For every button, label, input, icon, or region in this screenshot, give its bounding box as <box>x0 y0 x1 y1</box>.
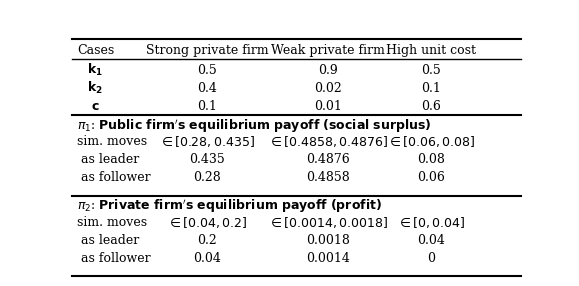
Text: as follower: as follower <box>77 252 151 265</box>
Text: $\in [0, 0.04]$: $\in [0, 0.04]$ <box>397 214 466 229</box>
Text: 0.4876: 0.4876 <box>306 153 350 166</box>
Text: 0.02: 0.02 <box>314 82 342 95</box>
Text: $\in [0.0014, 0.0018]$: $\in [0.0014, 0.0018]$ <box>268 214 389 229</box>
Text: $\in [0.06, 0.08]$: $\in [0.06, 0.08]$ <box>387 134 475 149</box>
Text: 0.0018: 0.0018 <box>306 234 350 247</box>
Text: 0.08: 0.08 <box>417 153 445 166</box>
Text: 0.28: 0.28 <box>193 171 221 184</box>
Text: as leader: as leader <box>77 234 139 247</box>
Text: 0: 0 <box>427 252 435 265</box>
Text: 0.1: 0.1 <box>422 82 441 95</box>
Text: $\mathbf{k_1}$: $\mathbf{k_1}$ <box>87 62 103 78</box>
Text: 0.01: 0.01 <box>314 100 342 113</box>
Text: 0.04: 0.04 <box>417 234 445 247</box>
Text: sim. moves: sim. moves <box>77 216 147 229</box>
Text: $\in [0.4858, 0.4876]$: $\in [0.4858, 0.4876]$ <box>268 134 389 149</box>
Text: 0.9: 0.9 <box>318 64 338 77</box>
Text: $\in [0.28, 0.435]$: $\in [0.28, 0.435]$ <box>159 134 255 149</box>
Text: 0.5: 0.5 <box>197 64 217 77</box>
Text: 0.1: 0.1 <box>197 100 217 113</box>
Text: $\in [0.04, 0.2]$: $\in [0.04, 0.2]$ <box>167 214 247 229</box>
Text: 0.2: 0.2 <box>197 234 217 247</box>
Text: $\pi_2$: $\mathbf{Private\ firm's\ equilibrium\ payoff\ (profit)}$: $\pi_2$: $\mathbf{Private\ firm's\ equil… <box>77 198 382 215</box>
Text: as follower: as follower <box>77 171 151 184</box>
Text: as leader: as leader <box>77 153 139 166</box>
Text: Strong private firm: Strong private firm <box>146 44 268 57</box>
Text: 0.06: 0.06 <box>417 171 445 184</box>
Text: Cases: Cases <box>77 44 114 57</box>
Text: $\mathbf{c}$: $\mathbf{c}$ <box>90 100 99 113</box>
Text: 0.4858: 0.4858 <box>306 171 350 184</box>
Text: sim. moves: sim. moves <box>77 135 147 148</box>
Text: High unit cost: High unit cost <box>386 44 477 57</box>
Text: 0.435: 0.435 <box>189 153 225 166</box>
Text: 0.6: 0.6 <box>422 100 441 113</box>
Text: Weak private firm: Weak private firm <box>271 44 385 57</box>
Text: 0.4: 0.4 <box>197 82 217 95</box>
Text: $\pi_1$: $\mathbf{Public\ firm's\ equilibrium\ payoff\ (social\ surplus)}$: $\pi_1$: $\mathbf{Public\ firm's\ equili… <box>77 118 431 135</box>
Text: 0.0014: 0.0014 <box>306 252 350 265</box>
Text: 0.5: 0.5 <box>422 64 441 77</box>
Text: 0.04: 0.04 <box>193 252 221 265</box>
Text: $\mathbf{k_2}$: $\mathbf{k_2}$ <box>87 80 102 96</box>
